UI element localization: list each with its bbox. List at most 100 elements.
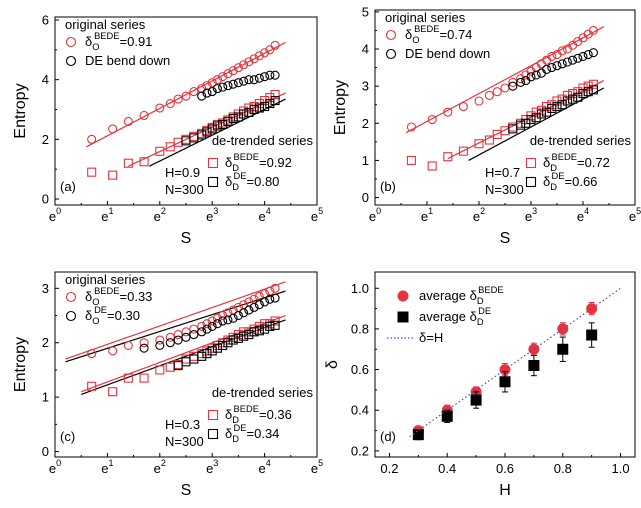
data-point <box>260 319 270 329</box>
legend-entry-sub: O <box>92 316 99 326</box>
y-axis-label: Entropy <box>12 337 29 392</box>
x-tick-base: e <box>369 209 376 224</box>
legend-entry-sup: BEDE <box>234 404 259 414</box>
data-point <box>197 351 207 361</box>
x-tick-exp: 0 <box>376 206 381 216</box>
x-tick-label: e4 <box>258 206 270 224</box>
legend-entry-main: δ <box>85 289 92 304</box>
data-point <box>552 102 562 112</box>
x-axis-label: H <box>499 482 511 499</box>
y-axis-label: Entropy <box>332 80 349 135</box>
data-point <box>557 343 569 355</box>
data-point <box>578 51 588 61</box>
legend-entry-sup: BEDE <box>94 31 119 41</box>
panel-label: (d) <box>380 429 396 444</box>
data-point <box>500 83 510 93</box>
legend-entry-sub: D <box>232 182 239 192</box>
data-point <box>254 103 264 113</box>
x-tick-exp: 4 <box>266 458 271 468</box>
legend-entry-main: δ <box>225 155 232 170</box>
data-point <box>139 157 149 167</box>
data-point <box>207 346 217 356</box>
legend-entry-main: DE bend down <box>405 46 490 61</box>
data-point <box>265 70 275 80</box>
data-point <box>202 319 212 329</box>
legend-entry-main: δ=H <box>419 330 443 345</box>
data-point <box>108 387 118 397</box>
x-tick-base: e <box>206 209 213 224</box>
data-point <box>123 116 133 126</box>
data-point <box>218 72 228 82</box>
data-point <box>228 113 238 124</box>
y-tick-label: 2 <box>42 335 49 350</box>
legend-entry: average δDDE <box>419 306 491 327</box>
x-tick-label: e2 <box>473 206 485 224</box>
data-point <box>562 96 572 106</box>
data-point <box>87 381 97 391</box>
param-label: N=300 <box>165 182 204 197</box>
legend-entry-tail: =0.72 <box>577 155 610 170</box>
data-point <box>173 330 183 340</box>
legend-entry-sub: D <box>477 296 484 306</box>
data-point <box>155 365 165 375</box>
data-point <box>484 135 494 145</box>
legend-entry-sup: BEDE <box>552 152 577 162</box>
x-axis-label: S <box>181 230 192 247</box>
x-tick-base: e <box>473 209 480 224</box>
data-point <box>270 70 280 80</box>
x-tick-exp: 1 <box>428 206 433 216</box>
x-tick-label: e0 <box>49 206 61 224</box>
param-label: H=0.9 <box>165 165 200 180</box>
data-point <box>249 54 259 64</box>
legend-entry: δOBEDE=0.91 <box>85 31 152 52</box>
data-point <box>260 72 270 82</box>
data-point <box>123 373 133 383</box>
legend-entry-sup: BEDE <box>478 285 503 295</box>
legend-title: de-trended series <box>212 385 314 400</box>
data-point <box>139 338 149 348</box>
x-tick-base: e <box>258 461 265 476</box>
data-point <box>181 327 191 337</box>
data-point <box>244 330 254 340</box>
y-tick-label: 1 <box>362 153 369 168</box>
x-tick-base: e <box>154 461 161 476</box>
legend-entry: δ=H <box>419 330 443 345</box>
data-point <box>218 119 228 129</box>
data-point <box>583 50 593 60</box>
x-tick-base: e <box>49 209 56 224</box>
data-point <box>228 79 238 89</box>
data-point <box>526 115 536 125</box>
legend-marker <box>65 291 77 303</box>
panel-label: (c) <box>60 429 75 444</box>
legend-entry: δDDE=0.66 <box>543 171 597 192</box>
data-point <box>108 170 118 180</box>
legend-entry: δOBEDE=0.33 <box>85 286 152 307</box>
data-point <box>223 308 233 318</box>
data-point <box>260 96 270 106</box>
y-tick-label: 1.0 <box>351 281 369 296</box>
param-label: N=300 <box>485 182 524 197</box>
legend-title: de-trended series <box>530 133 632 148</box>
x-tick-base: e <box>154 209 161 224</box>
data-point <box>244 75 254 85</box>
legend-entry-main: δ <box>225 407 232 422</box>
data-point <box>528 360 540 372</box>
param-label: H=0.3 <box>165 417 200 432</box>
x-tick-label: 0.2 <box>380 461 398 476</box>
data-point <box>458 102 468 112</box>
data-point <box>223 315 233 325</box>
legend-marker <box>397 290 409 302</box>
data-point <box>123 340 133 351</box>
data-point <box>508 81 518 91</box>
data-point <box>212 75 222 85</box>
x-tick-base: e <box>49 461 56 476</box>
y-tick-label: 3 <box>42 281 49 296</box>
y-tick-label: 4 <box>362 42 369 57</box>
fit-line <box>65 281 286 360</box>
legend-entry: δDBEDE=0.72 <box>543 152 610 173</box>
data-point <box>233 310 243 321</box>
data-point <box>181 332 191 342</box>
data-point <box>139 373 149 383</box>
x-tick-label: e4 <box>258 458 270 476</box>
